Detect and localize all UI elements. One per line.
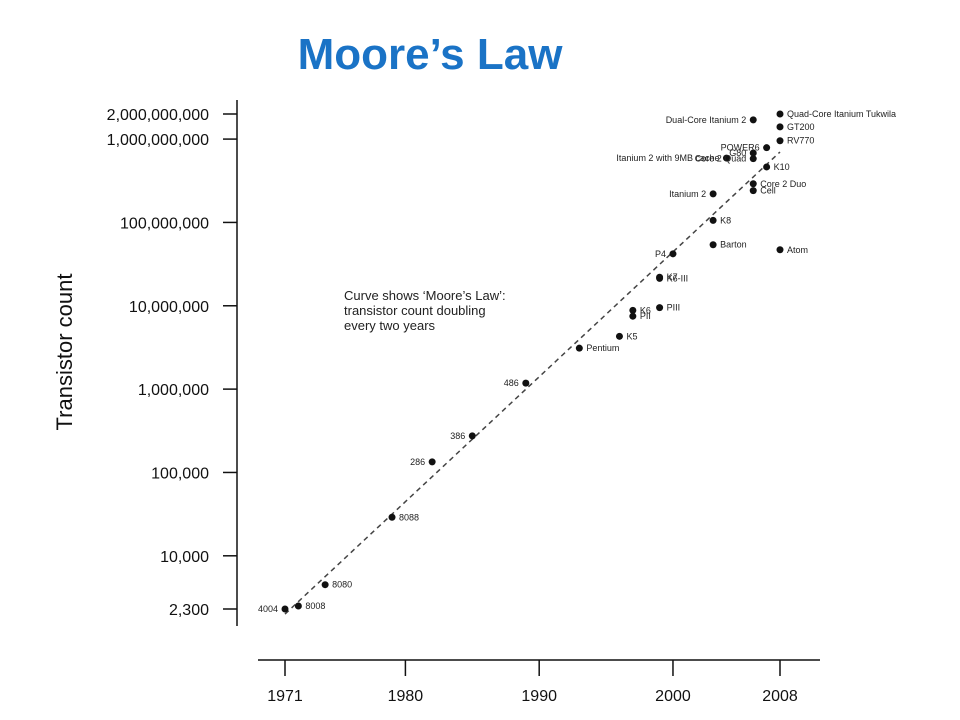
page-title: Moore’s Law (297, 30, 563, 79)
data-point-label: K10 (774, 162, 790, 172)
data-point-label: 8008 (305, 601, 325, 611)
data-point (629, 306, 637, 314)
data-point-label: 8080 (332, 580, 352, 590)
data-point (629, 312, 637, 320)
data-point (776, 123, 784, 131)
data-point-label: K6 (640, 305, 651, 315)
trend-line (284, 151, 781, 615)
data-point (749, 187, 757, 195)
data-point (709, 216, 717, 224)
data-point-label: POWER6 (721, 143, 760, 153)
y-tick-label: 100,000,000 (120, 215, 209, 232)
annotation-line: transistor count doubling (344, 303, 486, 318)
data-point-label: PIII (667, 303, 681, 313)
chart-annotation: Curve shows ‘Moore’s Law’: transistor co… (344, 288, 509, 333)
data-point (749, 180, 757, 188)
data-point-label: GT200 (787, 122, 815, 132)
chart-axes (236, 100, 820, 661)
data-point (468, 432, 476, 440)
data-point-label: K7 (667, 272, 678, 282)
data-point-label: Pentium (586, 343, 619, 353)
data-point-label: K6-III (667, 273, 689, 283)
y-axis-label: Transistor count (52, 274, 77, 431)
data-point-label: Core 2 Quad (695, 154, 747, 164)
data-point (388, 513, 396, 521)
data-point-label: 286 (410, 457, 425, 467)
data-point (776, 137, 784, 145)
data-point-label: Dual-Core Itanium 2 (666, 115, 747, 125)
data-point-label: P4 (655, 249, 666, 259)
data-point (522, 379, 530, 387)
data-point (776, 110, 784, 118)
x-ticks: 1971 1980 1990 2000 2008 (267, 660, 798, 705)
data-point (656, 274, 664, 282)
x-tick-label: 2008 (762, 688, 798, 705)
data-point-label: Itanium 2 (669, 189, 706, 199)
data-point (294, 602, 302, 610)
data-point (763, 163, 771, 171)
annotation-line: every two years (344, 318, 436, 333)
data-point-label: Quad-Core Itanium Tukwila (787, 109, 896, 119)
data-point (749, 155, 757, 163)
data-point (428, 458, 436, 466)
data-point-label: Itanium 2 with 9MB cache (616, 153, 719, 163)
data-point (776, 246, 784, 254)
data-point-label: Cell (760, 186, 776, 196)
data-point-label: Barton (720, 240, 747, 250)
annotation-line: Curve shows ‘Moore’s Law’: (344, 288, 506, 303)
y-tick-label: 1,000,000,000 (107, 132, 209, 149)
data-point (763, 144, 771, 152)
data-point-label: RV770 (787, 136, 814, 146)
x-tick-label: 2000 (655, 688, 691, 705)
y-tick-label: 1,000,000 (138, 382, 209, 399)
data-point-label: Core 2 Duo (760, 179, 806, 189)
data-point (722, 154, 730, 162)
data-point (281, 605, 289, 613)
data-point-label: K8 (720, 215, 731, 225)
y-tick-label: 100,000 (151, 465, 209, 482)
y-tick-label: 10,000 (160, 549, 209, 566)
x-tick-label: 1980 (388, 688, 424, 705)
y-tick-label: 2,000,000,000 (107, 107, 209, 124)
data-point (709, 241, 717, 249)
data-point-label: K5 (626, 331, 637, 341)
data-point (615, 332, 623, 340)
y-tick-label: 10,000,000 (129, 299, 209, 316)
data-point (656, 304, 664, 312)
y-ticks: 2,300 10,000 100,000 1,000,000 10,000,000 100… (107, 107, 237, 619)
data-point-label: 8088 (399, 512, 419, 522)
data-point-label: G80 (729, 148, 746, 158)
data-point (575, 344, 583, 352)
data-point (749, 149, 757, 157)
data-point (321, 581, 329, 589)
y-tick-label: 2,300 (169, 602, 209, 619)
x-tick-label: 1971 (267, 688, 303, 705)
data-point-label: 386 (450, 431, 465, 441)
x-tick-label: 1990 (521, 688, 557, 705)
data-point (709, 190, 717, 198)
data-point (669, 250, 677, 258)
data-point (749, 116, 757, 124)
data-point-label: 4004 (258, 604, 278, 614)
data-point-label: Atom (787, 245, 808, 255)
data-point-label: PII (640, 311, 651, 321)
data-point-label: 486 (504, 378, 519, 388)
